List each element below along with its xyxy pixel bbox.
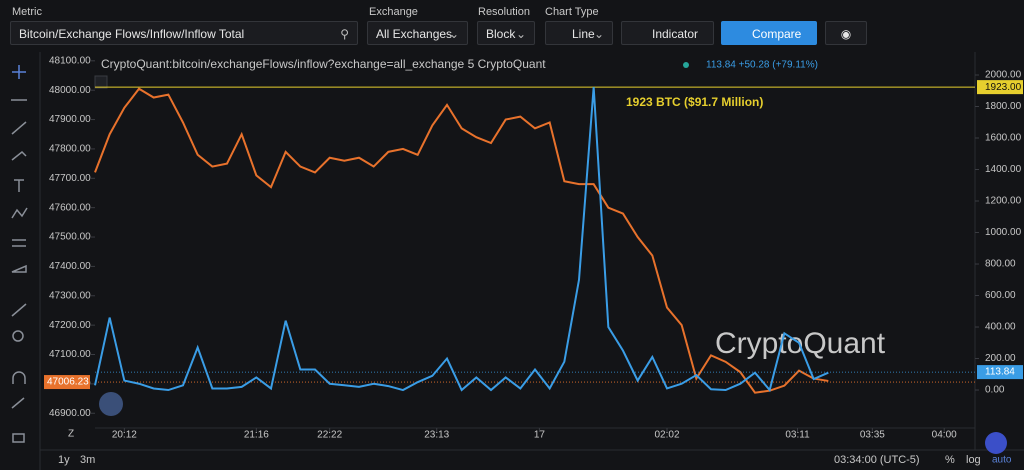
resolution-text: Block [486, 27, 516, 41]
annotation: 1923 BTC ($91.7 Million) [626, 95, 763, 109]
chart-bg [0, 50, 1024, 470]
exchange-label: Exchange [369, 6, 418, 18]
arrow: ⌄ [593, 27, 604, 41]
series-line [94, 87, 829, 394]
series-line [94, 87, 829, 393]
y-tick-label: 47300.00 [49, 290, 91, 301]
chart-type-select[interactable]: Line ⌄ [545, 21, 613, 45]
logo [99, 392, 123, 416]
y2-tick-label: 800.00 [985, 259, 1016, 270]
y-tick-label: 47100.00 [49, 349, 91, 360]
indicator-text: Indicator [652, 27, 699, 41]
x-tick-label: 23:13 [424, 430, 449, 441]
y-tick-label: 47200.00 [49, 320, 91, 331]
y2-tick-label: 600.00 [985, 290, 1016, 301]
arrow: ⌄ [448, 27, 459, 41]
screenshot-button[interactable]: ◉ [825, 21, 867, 45]
y-tick-label: 47500.00 [49, 232, 91, 243]
last-value-label: 47006.23 [47, 377, 89, 388]
legend-value: 113.84 +50.28 (+79.11%) [706, 60, 818, 71]
y-tick-label: 47800.00 [49, 144, 91, 155]
x-tick-label: 03:35 [860, 430, 885, 441]
zoom-label: Z [68, 429, 74, 440]
legend-source: CryptoQuant:bitcoin/exchangeFlows/inflow… [101, 57, 546, 71]
range-3m[interactable]: 3m [80, 454, 95, 466]
y-tick-label: 46900.00 [49, 408, 91, 419]
y-tick-label: 47400.00 [49, 261, 91, 272]
y-tick-label: 47000.00 [49, 379, 91, 390]
x-tick-label: 04:00 [932, 430, 957, 441]
y-tick-label: 47600.00 [49, 202, 91, 213]
x-tick-label: 21:16 [244, 430, 269, 441]
y2-tick-label: 1600.00 [985, 133, 1022, 144]
last-value-label: 113.84 [985, 367, 1015, 378]
y2-tick-label: 400.00 [985, 322, 1016, 333]
chart-type-label: Chart Type [545, 6, 599, 18]
y2-tick-label: 2000.00 [985, 70, 1022, 81]
y2-tick-label: 1000.00 [985, 227, 1022, 238]
range-1y[interactable]: 1y [58, 454, 70, 466]
last-value-badge [977, 365, 1023, 380]
y-tick-label: 48000.00 [49, 85, 91, 96]
metric-label: Metric [12, 6, 42, 18]
compare-text: Compare [752, 27, 802, 41]
metric-select[interactable]: Bitcoin/Exchange Flows/Inflow/Inflow Tot… [10, 21, 358, 45]
metric-text: Bitcoin/Exchange Flows/Inflow/Inflow Tot… [19, 27, 245, 41]
collapse-button[interactable] [94, 75, 108, 89]
reference-badge [977, 80, 1023, 95]
arrow: ⌄ [515, 27, 526, 41]
indicator-button[interactable]: Indicator [621, 21, 714, 45]
search-icon: ⚲ [340, 27, 349, 41]
y-tick-label: 48100.00 [49, 55, 91, 66]
y2-tick-label: 0.00 [985, 385, 1005, 396]
exchange-text: All Exchanges [376, 27, 453, 41]
chart-type-text: Line [572, 27, 595, 41]
y-tick-label: 47700.00 [49, 173, 91, 184]
percent-toggle[interactable]: % [945, 454, 955, 466]
last-value-badge [44, 375, 90, 390]
y2-tick-label: 1200.00 [985, 196, 1022, 207]
time-label: 03:34:00 (UTC-5) [834, 454, 920, 466]
x-tick-label: 03:11 [785, 430, 810, 441]
resolution-label: Resolution [478, 6, 530, 18]
x-tick-label: 17 [534, 430, 546, 441]
y-tick-label: 47900.00 [49, 114, 91, 125]
x-tick-label: 22:22 [317, 430, 342, 441]
y2-tick-label: 200.00 [985, 353, 1016, 364]
search-fab[interactable] [985, 432, 1007, 454]
auto-toggle[interactable]: auto [992, 455, 1012, 466]
exchange-select[interactable]: All Exchanges ⌄ [367, 21, 468, 45]
compare-button[interactable]: Compare [721, 21, 817, 45]
x-tick-label: 20:12 [112, 430, 137, 441]
watermark: CryptoQuant [715, 327, 886, 360]
y2-tick-label: 1400.00 [985, 164, 1022, 175]
legend-dot [683, 62, 689, 68]
y2-tick-label: 1800.00 [985, 101, 1022, 112]
log-toggle[interactable]: log [966, 454, 981, 466]
drawing-tools [11, 65, 28, 443]
resolution-select[interactable]: Block ⌄ [477, 21, 535, 45]
reference-label: 1923.00 [985, 82, 1022, 93]
x-tick-label: 02:02 [654, 430, 679, 441]
